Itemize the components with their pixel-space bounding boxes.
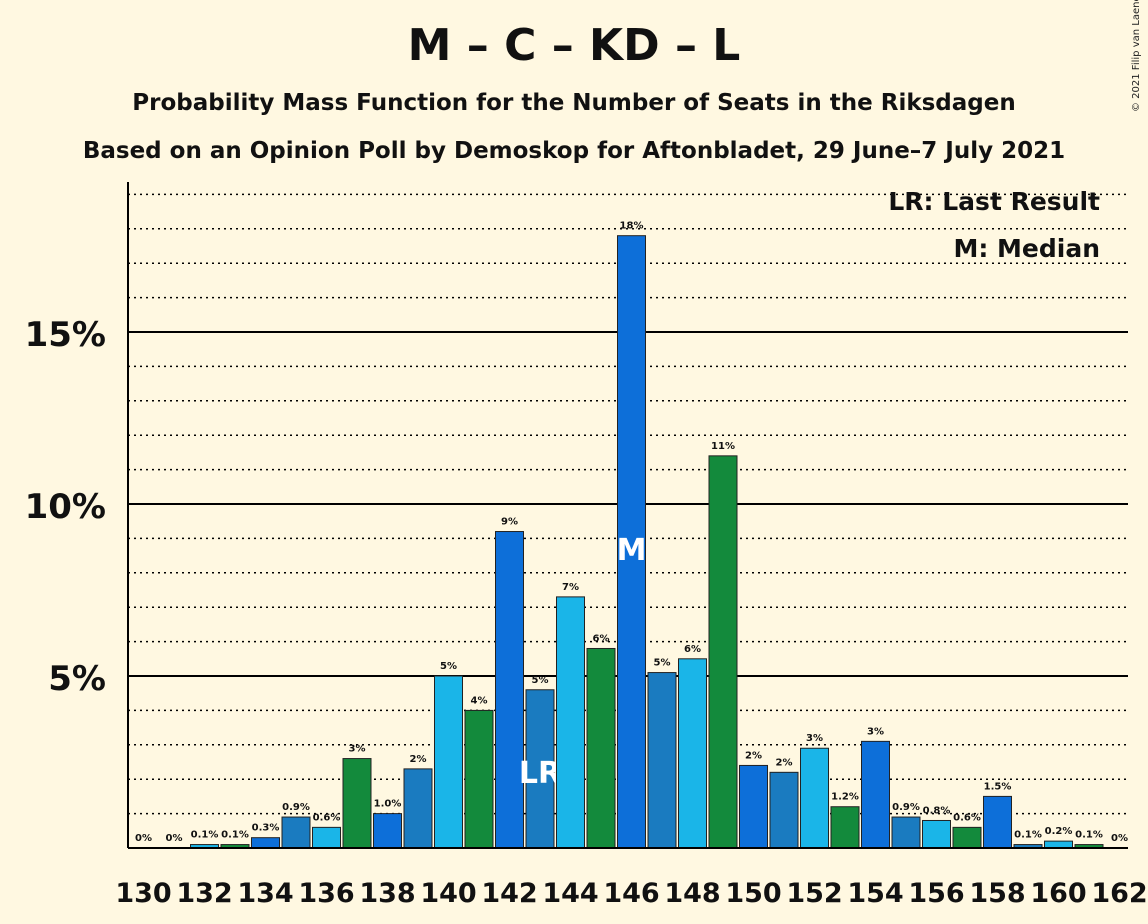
data-label-152: 3% [806,733,823,744]
legend-entry: LR: Last Result [888,187,1100,216]
bar-145 [586,647,616,849]
x-tick-label: 152 [786,878,842,909]
data-label-142: 9% [501,517,518,528]
data-label-149: 11% [711,441,735,452]
bar-155 [891,816,921,849]
bar-150 [739,764,768,849]
data-label-157: 0.6% [953,812,981,823]
median-marker: M [617,533,647,568]
last-result-marker: LR [519,756,561,791]
x-tick-label: 150 [725,878,781,909]
bar-149 [708,455,738,849]
bar-160 [1044,840,1073,849]
bar-152 [800,747,829,849]
data-label-136: 0.6% [313,812,341,823]
data-label-130: 0% [135,833,152,844]
data-label-162: 0% [1111,833,1128,844]
x-tick-label: 154 [847,878,903,909]
data-label-150: 2% [745,750,762,761]
bar-147 [647,672,677,849]
data-label-143: 5% [532,675,549,686]
x-tick-label: 132 [176,878,232,909]
y-tick-label: 5% [48,659,106,699]
data-label-144: 7% [562,582,579,593]
bar-136 [312,826,341,849]
legend-entry: M: Median [953,234,1100,263]
data-label-140: 5% [440,661,457,672]
y-tick-label: 10% [25,487,106,527]
bar-154 [861,740,890,849]
bar-141 [464,709,494,849]
bar-146 [617,235,646,849]
data-label-153: 1.2% [831,792,859,803]
bar-148 [678,658,707,849]
bar-142 [495,531,524,849]
data-label-154: 3% [867,726,884,737]
bar-134 [251,837,280,849]
data-label-160: 0.2% [1045,826,1073,837]
data-label-146: 18% [620,221,644,232]
x-tick-label: 136 [298,878,354,909]
bar-158 [983,795,1012,849]
data-label-161: 0.1% [1075,830,1103,841]
data-label-151: 2% [776,757,793,768]
x-tick-label: 138 [359,878,415,909]
bar-138 [373,813,402,849]
data-label-138: 1.0% [374,799,402,810]
bar-135 [281,816,311,849]
x-tick-label: 146 [603,878,659,909]
data-label-156: 0.8% [923,805,951,816]
data-label-139: 2% [410,754,427,765]
x-tick-label: 156 [908,878,964,909]
x-tick-label: 130 [115,878,171,909]
data-label-155: 0.9% [892,802,920,813]
chart-subtitle: Probability Mass Function for the Number… [132,90,1016,116]
data-label-133: 0.1% [221,830,249,841]
bar-139 [403,768,433,849]
x-tick-label: 140 [420,878,476,909]
bar-156 [922,819,951,849]
data-label-148: 6% [684,644,701,655]
bar-153 [830,806,860,849]
y-tick-label: 15% [25,315,106,355]
data-label-135: 0.9% [282,802,310,813]
x-tick-label: 162 [1091,878,1147,909]
bar-137 [342,758,372,849]
data-label-137: 3% [349,744,366,755]
bar-151 [769,771,799,849]
data-label-159: 0.1% [1014,830,1042,841]
x-tick-label: 144 [542,878,598,909]
data-label-147: 5% [654,658,671,669]
data-label-158: 1.5% [984,781,1012,792]
bar-157 [952,826,982,849]
x-tick-label: 142 [481,878,537,909]
x-tick-label: 160 [1030,878,1086,909]
data-label-141: 4% [471,695,488,706]
data-label-145: 6% [593,633,610,644]
data-label-131: 0% [166,833,183,844]
bar-144 [556,596,585,849]
x-tick-label: 148 [664,878,720,909]
chart-title: M – C – KD – L [407,20,741,71]
x-tick-label: 158 [969,878,1025,909]
chart-source: Based on an Opinion Poll by Demoskop for… [82,138,1066,164]
data-label-132: 0.1% [191,830,219,841]
data-label-134: 0.3% [252,823,280,834]
bar-140 [434,675,463,849]
x-tick-label: 134 [237,878,293,909]
